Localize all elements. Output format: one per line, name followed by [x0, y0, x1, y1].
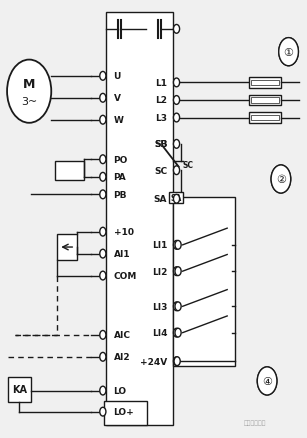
Circle shape	[173, 302, 180, 311]
Circle shape	[173, 357, 180, 366]
Circle shape	[174, 357, 180, 366]
Circle shape	[173, 241, 180, 250]
Text: KA: KA	[12, 385, 27, 394]
Text: PB: PB	[114, 191, 127, 199]
Text: ④: ④	[262, 376, 272, 386]
Bar	[251, 81, 279, 86]
Circle shape	[173, 140, 180, 149]
Circle shape	[175, 302, 181, 311]
Bar	[173, 197, 235, 366]
Circle shape	[175, 241, 181, 250]
Circle shape	[100, 116, 106, 125]
Bar	[249, 78, 281, 88]
Text: COM: COM	[114, 272, 137, 280]
Circle shape	[279, 39, 298, 67]
Text: PO: PO	[114, 155, 128, 164]
Bar	[57, 235, 77, 260]
Text: +24V: +24V	[140, 357, 167, 366]
Circle shape	[173, 267, 180, 276]
Circle shape	[257, 367, 277, 395]
Text: SA: SA	[154, 195, 167, 204]
Bar	[104, 401, 147, 425]
Text: LI1: LI1	[152, 241, 167, 250]
Text: LI2: LI2	[152, 267, 167, 276]
Circle shape	[100, 94, 106, 103]
Text: SC: SC	[154, 166, 167, 175]
Text: +10: +10	[114, 228, 134, 237]
Bar	[55, 162, 84, 181]
Text: L1: L1	[155, 79, 167, 88]
Text: 电工电气学习: 电工电气学习	[243, 420, 266, 425]
Circle shape	[100, 386, 106, 395]
Bar	[106, 13, 173, 425]
Circle shape	[100, 228, 106, 237]
Circle shape	[100, 250, 106, 258]
Circle shape	[100, 173, 106, 182]
Circle shape	[100, 272, 106, 280]
Circle shape	[173, 195, 180, 204]
Text: AIC: AIC	[114, 331, 130, 339]
Text: V: V	[114, 94, 121, 103]
Text: W: W	[114, 116, 123, 125]
Circle shape	[257, 367, 277, 395]
Circle shape	[100, 191, 106, 199]
Circle shape	[175, 328, 181, 337]
Text: 1: 1	[285, 48, 292, 57]
Circle shape	[173, 25, 180, 34]
Circle shape	[175, 267, 181, 276]
Circle shape	[173, 79, 180, 88]
Text: PA: PA	[114, 173, 126, 182]
Text: SC: SC	[183, 160, 194, 170]
Circle shape	[100, 407, 106, 416]
Text: LO+: LO+	[114, 407, 134, 416]
Circle shape	[100, 331, 106, 339]
Circle shape	[7, 60, 51, 124]
Text: ②: ②	[276, 175, 286, 184]
Text: AI1: AI1	[114, 250, 130, 258]
Circle shape	[173, 114, 180, 123]
Text: SB: SB	[154, 140, 167, 149]
Text: L2: L2	[155, 96, 167, 105]
Circle shape	[271, 166, 291, 194]
Text: 2: 2	[277, 175, 285, 184]
Bar	[169, 193, 183, 204]
Text: LI4: LI4	[152, 328, 167, 337]
Bar	[251, 116, 279, 121]
Text: SA: SA	[170, 194, 181, 203]
Text: ①: ①	[284, 48, 293, 57]
Bar	[8, 377, 31, 402]
Text: M: M	[23, 78, 35, 91]
Bar	[251, 98, 279, 103]
Text: U: U	[114, 72, 121, 81]
Circle shape	[100, 72, 106, 81]
Circle shape	[271, 166, 291, 194]
Bar	[249, 95, 281, 106]
Circle shape	[100, 155, 106, 164]
Circle shape	[100, 353, 106, 361]
Circle shape	[173, 96, 180, 105]
Text: LI3: LI3	[152, 302, 167, 311]
Circle shape	[173, 166, 180, 175]
Text: AI2: AI2	[114, 353, 130, 361]
Text: SB: SB	[154, 140, 167, 149]
Circle shape	[173, 328, 180, 337]
Circle shape	[279, 39, 298, 67]
Text: LO: LO	[114, 386, 127, 395]
Bar	[249, 113, 281, 124]
Text: 3~: 3~	[21, 97, 37, 106]
Text: L3: L3	[155, 114, 167, 123]
Text: 4: 4	[263, 376, 271, 386]
